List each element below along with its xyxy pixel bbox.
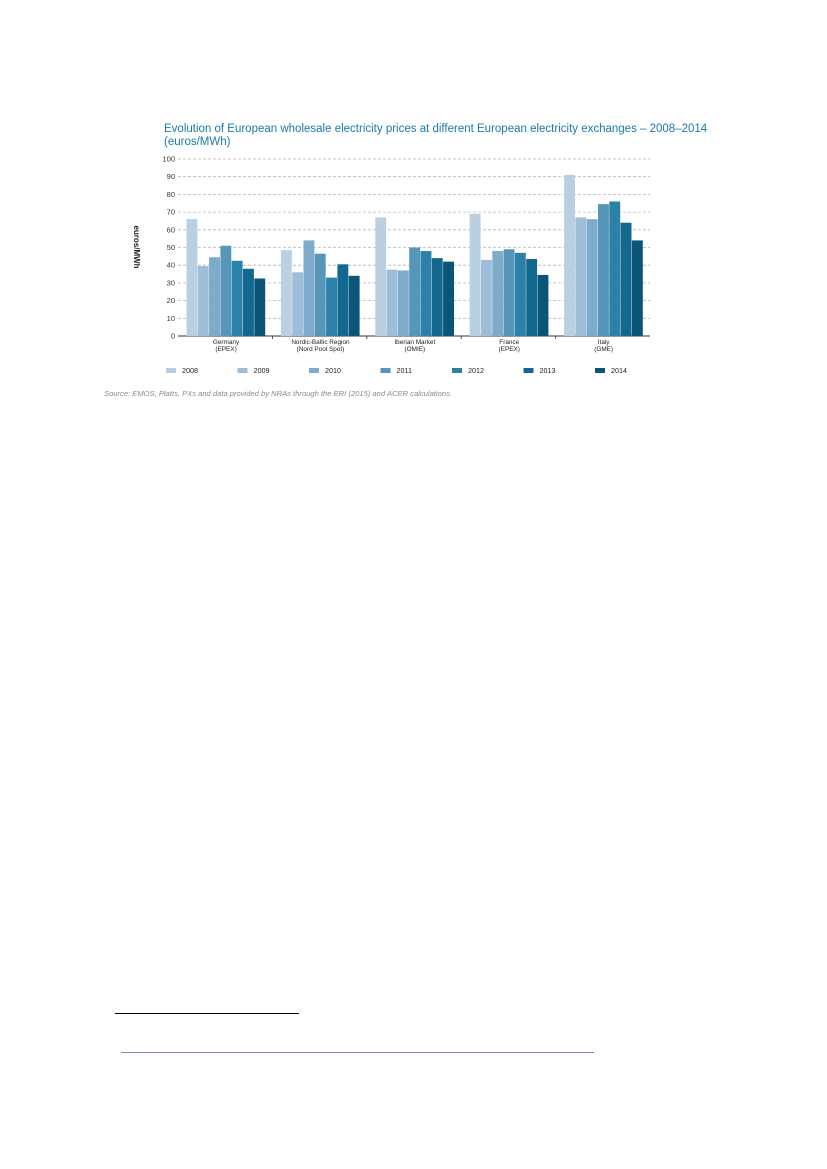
bar bbox=[409, 247, 421, 336]
legend-label: 2011 bbox=[397, 366, 412, 375]
y-tick-label: 100 bbox=[162, 155, 175, 164]
bar bbox=[186, 219, 198, 336]
legend-swatch bbox=[380, 368, 391, 373]
y-axis-title: euros/MWh bbox=[132, 225, 141, 268]
bar bbox=[326, 277, 337, 336]
y-tick-label: 20 bbox=[167, 296, 175, 305]
legend: 2008 2009 2010 2011 2012 2013 2014 bbox=[166, 366, 627, 375]
legend-label: 2014 bbox=[611, 366, 627, 375]
source-note: Source: EMOS, Platts, PXs and data provi… bbox=[104, 389, 452, 398]
bar bbox=[575, 217, 587, 336]
bar bbox=[375, 217, 387, 336]
bar bbox=[337, 264, 349, 336]
chart-title: Evolution of European wholesale electric… bbox=[164, 123, 708, 148]
bar bbox=[431, 258, 443, 336]
bar bbox=[598, 204, 609, 336]
legend-swatch bbox=[309, 368, 319, 373]
y-tick-label: 40 bbox=[167, 261, 175, 270]
legend-label: 2010 bbox=[325, 366, 341, 375]
y-tick-label: 0 bbox=[171, 332, 175, 341]
legend-swatch bbox=[166, 368, 176, 373]
bar bbox=[503, 249, 515, 336]
bar bbox=[197, 266, 209, 336]
category-labels: Germany(EPEX)Nordic-Baltic Region(Nord P… bbox=[213, 339, 613, 353]
bar bbox=[348, 275, 360, 336]
bar bbox=[231, 260, 243, 336]
legend-label: 2009 bbox=[254, 366, 270, 375]
legend-label: 2013 bbox=[540, 366, 556, 375]
x-tick-label: (EPEX) bbox=[499, 346, 520, 353]
bar bbox=[526, 259, 538, 336]
x-tick-label: Germany bbox=[213, 339, 240, 346]
x-tick-label: (GME) bbox=[594, 346, 613, 353]
legend-swatch bbox=[237, 368, 248, 373]
bar bbox=[620, 222, 632, 336]
footnote-link-underline bbox=[121, 1052, 594, 1053]
bar bbox=[209, 257, 220, 336]
y-tick-label: 30 bbox=[167, 278, 175, 287]
x-tick-label: Nordic-Baltic Region bbox=[291, 339, 350, 346]
x-tick-label: (OMIE) bbox=[405, 346, 426, 353]
bar bbox=[397, 270, 409, 336]
bar bbox=[280, 250, 292, 336]
bar bbox=[514, 252, 526, 336]
bar bbox=[386, 269, 398, 336]
legend-label: 2012 bbox=[468, 366, 484, 375]
bar bbox=[314, 253, 326, 336]
x-tick-label: France bbox=[499, 339, 519, 346]
bar bbox=[586, 219, 598, 336]
y-tick-label: 50 bbox=[167, 243, 175, 252]
bar bbox=[481, 259, 492, 336]
y-tick-label: 10 bbox=[167, 314, 175, 323]
bar bbox=[303, 240, 315, 336]
y-tick-label: 60 bbox=[167, 225, 175, 234]
legend-swatch bbox=[595, 368, 605, 373]
bar bbox=[492, 251, 504, 336]
y-tick-label: 90 bbox=[167, 172, 175, 181]
footnote-separator bbox=[115, 1013, 299, 1014]
x-tick-label: Iberian Market bbox=[394, 339, 435, 346]
y-tick-label: 70 bbox=[167, 208, 175, 217]
bar bbox=[443, 261, 454, 336]
bar bbox=[631, 240, 643, 336]
bar bbox=[469, 213, 481, 336]
legend-label: 2008 bbox=[182, 366, 198, 375]
legend-swatch bbox=[452, 368, 462, 373]
bar bbox=[254, 278, 266, 336]
bar bbox=[220, 245, 232, 336]
bar bbox=[243, 268, 254, 336]
bar bbox=[420, 251, 432, 336]
x-tick-label: (EPEX) bbox=[215, 346, 236, 353]
bar bbox=[609, 201, 621, 336]
bar bbox=[564, 174, 575, 336]
bars bbox=[186, 174, 643, 336]
bar bbox=[292, 272, 304, 336]
legend-swatch bbox=[523, 368, 534, 373]
bar bbox=[537, 274, 549, 336]
y-tick-label: 80 bbox=[167, 190, 175, 199]
x-tick-label: (Nord Pool Spot) bbox=[297, 346, 345, 353]
x-tick-label: Italy bbox=[598, 339, 611, 346]
